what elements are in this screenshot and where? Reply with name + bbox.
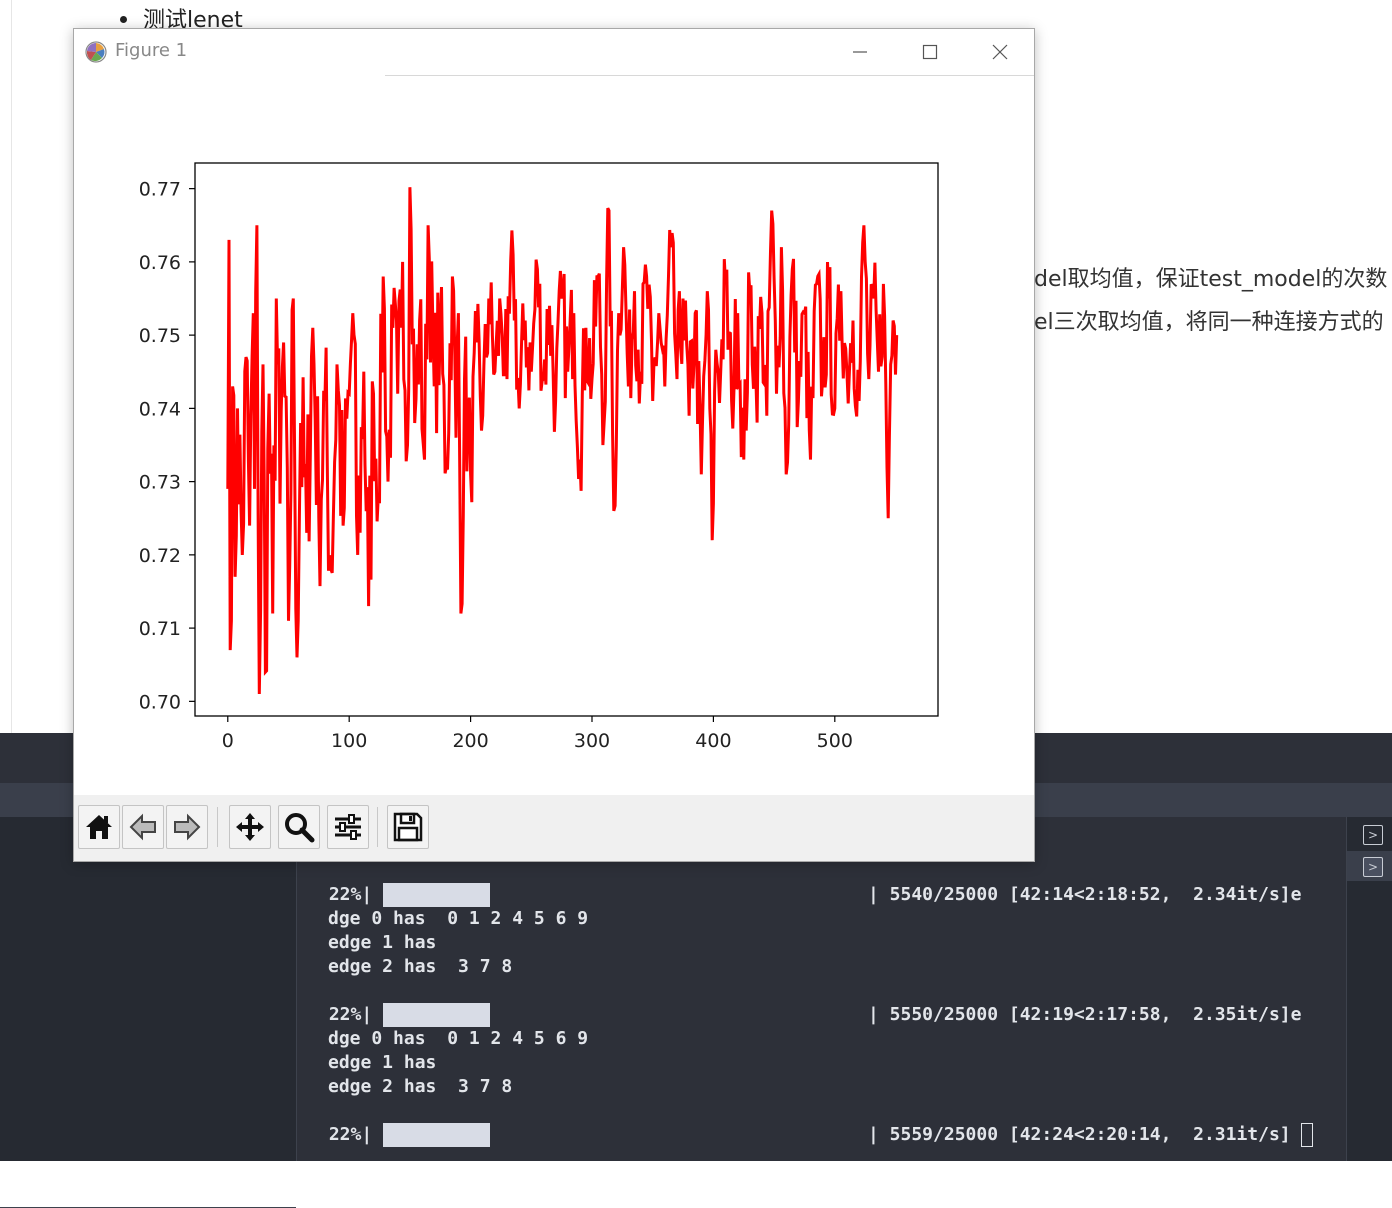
matplotlib-icon <box>85 41 107 63</box>
x-tick-label: 300 <box>574 730 610 752</box>
terminal-list-panel: > > <box>1346 817 1392 1161</box>
progress-percent: 22%| <box>318 1124 373 1145</box>
progress-percent: 22%| <box>318 1004 373 1025</box>
home-icon <box>86 815 112 839</box>
y-tick-label: 0.77 <box>139 179 181 201</box>
line-chart[interactable]: 0.70 0.71 0.72 0.73 0.74 0.75 0.76 0.77 0 100 200 3… <box>74 76 1034 795</box>
y-tick-label: 0.76 <box>139 252 181 274</box>
x-tick-label: 100 <box>331 730 367 752</box>
home-button[interactable] <box>78 805 120 849</box>
pan-button[interactable] <box>229 805 271 849</box>
figure-window[interactable]: Figure 1 0.70 0.71 0.72 0.73 0.74 0.75 0.76 0.7… <box>73 28 1035 862</box>
terminal-cursor <box>1301 1123 1313 1147</box>
x-tick-label: 200 <box>452 730 488 752</box>
y-tick-label: 0.70 <box>139 691 181 713</box>
zoom-button[interactable] <box>278 805 320 849</box>
maximize-button[interactable] <box>894 29 964 75</box>
back-button[interactable] <box>122 805 164 849</box>
terminal-line: dge 0 has 0 1 2 4 5 6 9 <box>328 1028 589 1049</box>
terminal-line: edge 1 has <box>328 932 437 953</box>
terminal-active-icon[interactable]: > <box>1363 857 1383 877</box>
x-tick-label: 0 <box>222 730 234 752</box>
terminal-line: edge 1 has <box>328 1052 437 1073</box>
configure-subplots-icon <box>335 814 361 840</box>
progress-bar-fill <box>383 1123 490 1147</box>
minimize-icon <box>853 51 867 53</box>
window-title: Figure 1 <box>115 40 188 61</box>
y-tick-label: 0.71 <box>139 618 181 640</box>
document-line-2: el三次取均值，将同一种连接方式的 <box>1034 310 1384 335</box>
progress-percent: 22%| <box>318 884 373 905</box>
ide-left-panel <box>0 817 297 1208</box>
progress-bar-fill <box>383 1003 490 1027</box>
y-tick-label: 0.72 <box>139 545 181 567</box>
close-button[interactable] <box>964 29 1034 75</box>
x-tick-label: 500 <box>817 730 853 752</box>
maximize-icon <box>922 44 938 60</box>
pan-icon <box>236 813 264 841</box>
progress-stats: | 5540/25000 [42:14<2:18:52, 2.34it/s]e <box>868 884 1302 905</box>
titlebar-divider <box>385 75 1034 76</box>
progress-stats: | 5559/25000 [42:24<2:20:14, 2.31it/s] <box>868 1124 1291 1145</box>
progress-bar-fill <box>383 883 490 907</box>
document-margin-rule <box>11 0 12 733</box>
window-titlebar[interactable]: Figure 1 <box>74 29 1034 75</box>
list-bullet <box>120 16 127 23</box>
configure-subplots-button[interactable] <box>327 805 369 849</box>
terminal-line: edge 2 has 3 7 8 <box>328 956 513 977</box>
navigation-toolbar <box>74 795 1034 861</box>
back-arrow-icon <box>129 813 156 841</box>
forward-arrow-icon <box>174 813 201 841</box>
terminal-line: edge 2 has 3 7 8 <box>328 1076 513 1097</box>
x-tick-label: 400 <box>695 730 731 752</box>
close-icon <box>992 44 1008 60</box>
series-line <box>226 187 899 695</box>
progress-stats: | 5550/25000 [42:19<2:17:58, 2.35it/s]e <box>868 1004 1302 1025</box>
y-tick-label: 0.74 <box>139 398 181 420</box>
forward-button[interactable] <box>166 805 208 849</box>
toolbar-separator <box>377 807 378 847</box>
document-line-1: del取均值，保证test_model的次数 <box>1034 267 1388 292</box>
y-tick-label: 0.73 <box>139 472 181 494</box>
save-icon <box>393 812 423 842</box>
zoom-icon <box>285 813 315 843</box>
terminal-line: dge 0 has 0 1 2 4 5 6 9 <box>328 908 589 929</box>
terminal-icon[interactable]: > <box>1363 825 1383 845</box>
y-tick-label: 0.75 <box>139 325 181 347</box>
save-button[interactable] <box>387 805 429 849</box>
minimize-button[interactable] <box>824 29 894 75</box>
toolbar-separator <box>217 807 218 847</box>
